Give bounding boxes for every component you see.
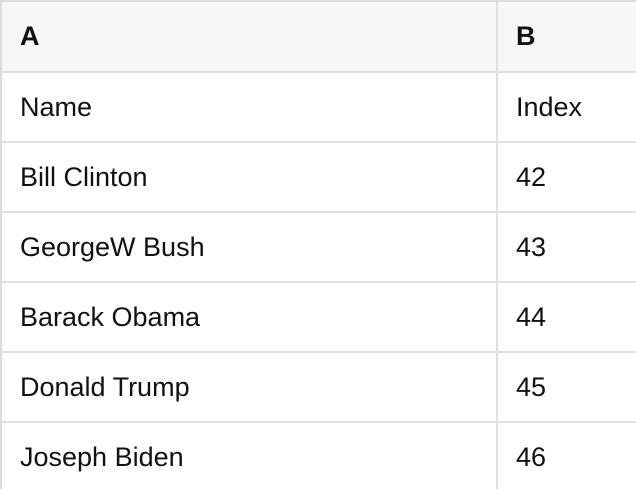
cell-b1-index-header[interactable]: Index	[497, 72, 636, 143]
cell-b3-index[interactable]: 43	[497, 212, 636, 283]
table-row: Barack Obama 44	[2, 282, 636, 353]
table-row: Name Index	[2, 72, 636, 143]
cell-b6-index[interactable]: 46	[497, 422, 636, 489]
cell-a2-name[interactable]: Bill Clinton	[2, 142, 498, 213]
cell-a1-name-header[interactable]: Name	[2, 72, 498, 143]
column-header-a[interactable]: A	[2, 2, 498, 73]
cell-a4-name[interactable]: Barack Obama	[2, 282, 498, 353]
cell-a6-name[interactable]: Joseph Biden	[2, 422, 498, 489]
column-header-b[interactable]: B	[497, 2, 636, 73]
table-row: Donald Trump 45	[2, 352, 636, 423]
column-header-row: A B	[2, 2, 636, 73]
cell-a5-name[interactable]: Donald Trump	[2, 352, 498, 423]
cell-b4-index[interactable]: 44	[497, 282, 636, 353]
cell-b5-index[interactable]: 45	[497, 352, 636, 423]
table-row: Bill Clinton 42	[2, 142, 636, 213]
table-row: GeorgeW Bush 43	[2, 212, 636, 283]
table-row: Joseph Biden 46	[2, 422, 636, 489]
cell-b2-index[interactable]: 42	[497, 142, 636, 213]
cell-a3-name[interactable]: GeorgeW Bush	[2, 212, 498, 283]
